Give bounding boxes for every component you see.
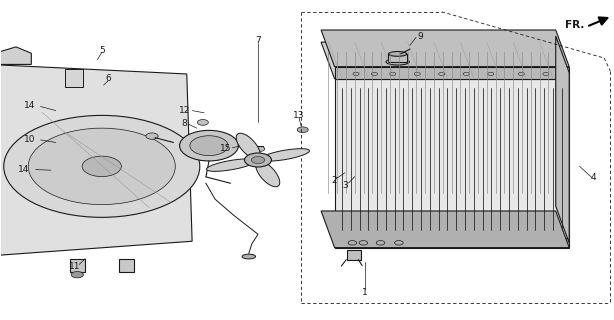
Circle shape [82,156,122,177]
Polygon shape [236,133,260,159]
Polygon shape [0,47,31,64]
Polygon shape [321,30,569,67]
Circle shape [71,271,84,278]
Polygon shape [0,64,192,256]
Text: 4: 4 [591,173,597,182]
Circle shape [28,128,175,204]
Polygon shape [335,238,569,248]
Polygon shape [206,159,255,171]
Text: 9: 9 [418,32,423,41]
Polygon shape [260,149,309,161]
Text: 7: 7 [255,36,261,45]
Polygon shape [335,79,569,238]
Circle shape [244,153,271,167]
Polygon shape [556,36,569,243]
Text: 3: 3 [343,181,349,190]
Polygon shape [321,211,569,248]
Circle shape [297,127,308,132]
Polygon shape [556,42,569,238]
Circle shape [197,120,208,125]
Text: 5: 5 [99,45,104,55]
Text: 6: 6 [105,74,111,83]
Polygon shape [256,161,280,187]
Bar [389,54,407,62]
Ellipse shape [389,52,407,56]
Text: 12: 12 [179,106,190,115]
Ellipse shape [386,59,410,65]
Circle shape [251,156,265,164]
Text: 11: 11 [68,262,80,271]
Bar [119,259,134,271]
Polygon shape [335,67,569,79]
Text: 15: 15 [220,144,232,153]
Text: 14: 14 [18,165,29,174]
Text: 2: 2 [332,176,337,185]
FancyBboxPatch shape [65,69,84,87]
Circle shape [4,116,200,217]
Ellipse shape [242,254,255,259]
Circle shape [146,133,158,139]
Text: 1: 1 [362,288,368,297]
Bar [348,250,361,260]
Polygon shape [321,42,569,79]
Text: 14: 14 [25,101,36,110]
Text: 8: 8 [182,119,187,128]
Text: FR.: FR. [565,20,585,29]
Text: 13: 13 [293,111,305,120]
Text: 10: 10 [24,135,35,144]
Circle shape [190,136,228,156]
Circle shape [179,130,238,161]
Bar [70,259,85,271]
Circle shape [255,146,265,151]
